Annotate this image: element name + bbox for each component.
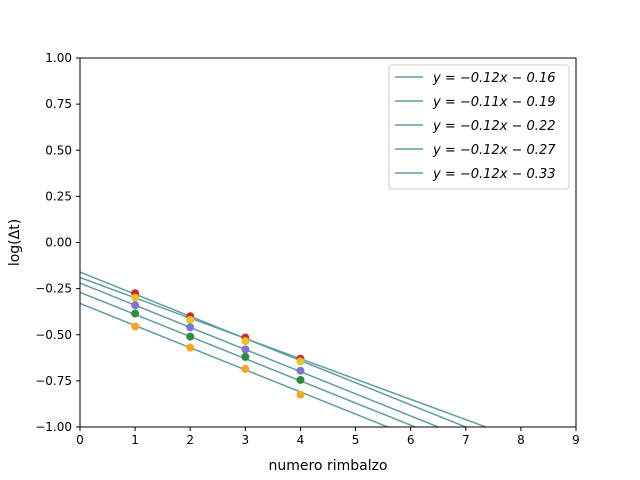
x-tick-label: 6 (407, 433, 415, 447)
point-s4-4 (296, 375, 305, 384)
point-s4-3 (241, 352, 250, 361)
fit-line-5 (80, 302, 390, 427)
data-points (131, 289, 305, 399)
point-s2-3 (241, 337, 250, 346)
x-tick-label: 7 (462, 433, 470, 447)
legend-entry-label: y = −0.11x − 0.19 (432, 95, 555, 110)
fit-line-1 (80, 271, 468, 427)
legend-entry-label: y = −0.12x − 0.33 (432, 167, 555, 182)
point-s2-1 (131, 293, 140, 302)
y-tick-label: 1.00 (45, 51, 72, 65)
point-s3-4 (296, 366, 305, 375)
point-s5-2 (186, 343, 195, 352)
point-s2-4 (296, 357, 305, 366)
y-tick-label: −1.00 (35, 420, 72, 434)
legend-box (388, 64, 570, 190)
fit-line-2 (80, 276, 488, 427)
x-tick-label: 8 (517, 433, 525, 447)
fit-lines (80, 271, 488, 427)
x-axis-label: numero rimbalzo (268, 458, 387, 474)
y-tick-label: −0.50 (35, 328, 72, 342)
x-tick-label: 4 (297, 433, 305, 447)
x-tick-label: 1 (131, 433, 139, 447)
point-s4-1 (131, 309, 140, 318)
legend: y = −0.12x − 0.16 y = −0.11x − 0.19 y = −0… (388, 64, 570, 190)
axis-ticks: 0 1 2 3 4 5 6 7 8 9 −1.00 −0.75 −0.50 −0.25 0.00 0.25 0.… (35, 51, 580, 447)
fit-line-4 (80, 291, 418, 427)
point-s5-3 (241, 364, 250, 373)
point-s2-2 (186, 315, 195, 324)
point-s3-1 (131, 301, 140, 310)
legend-entry-label: y = −0.12x − 0.27 (432, 143, 556, 158)
y-tick-label: 0.50 (45, 143, 72, 157)
point-s3-3 (241, 345, 250, 354)
y-tick-label: 0.25 (45, 189, 72, 203)
x-tick-label: 3 (242, 433, 250, 447)
x-tick-label: 2 (186, 433, 194, 447)
point-s5-1 (131, 322, 140, 331)
x-tick-label: 9 (572, 433, 580, 447)
x-tick-label: 5 (352, 433, 360, 447)
y-tick-label: −0.75 (35, 374, 72, 388)
y-tick-label: 0.00 (45, 236, 72, 250)
legend-entry-label: y = −0.12x − 0.16 (432, 71, 555, 86)
y-tick-label: −0.25 (35, 282, 72, 296)
x-tick-label: 0 (76, 433, 84, 447)
point-s5-4 (296, 390, 305, 399)
point-s3-2 (186, 323, 195, 332)
y-axis-label: log(Δt) (7, 219, 23, 266)
point-s4-2 (186, 332, 195, 341)
legend-entry-label: y = −0.12x − 0.22 (432, 119, 555, 134)
y-tick-label: 0.75 (45, 97, 72, 111)
fit-line-3 (80, 282, 441, 427)
